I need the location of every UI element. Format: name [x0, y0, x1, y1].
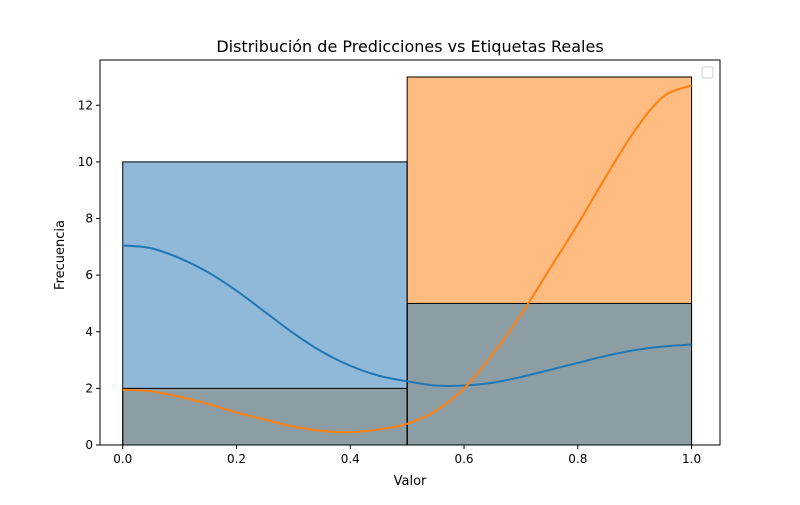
bars-layer [122, 76, 693, 446]
y-tick-label: 4 [85, 325, 93, 339]
chart-title: Distribución de Predicciones vs Etiqueta… [216, 37, 603, 56]
legend-box [701, 66, 714, 79]
bar-series-1-bin-1 [122, 161, 408, 389]
bar-series-2-bin-2 [407, 76, 692, 304]
kde-line-series-2 [122, 84, 692, 434]
x-tick-label: 0.0 [113, 452, 132, 466]
y-axis-label: Frecuencia [53, 220, 68, 290]
kde-layer [122, 84, 692, 434]
y-tick-label: 6 [85, 268, 93, 282]
y-tick-label: 10 [78, 155, 93, 169]
y-tick-label: 8 [85, 212, 93, 226]
y-tick-label: 12 [78, 98, 93, 112]
plot-area-frame [99, 59, 721, 446]
y-tick-label: 0 [85, 438, 93, 452]
bar-overlap-bin-2 [407, 303, 692, 445]
x-tick-label: 0.6 [454, 452, 473, 466]
y-tick-label: 2 [85, 381, 93, 395]
x-axis: 0.0 0.2 0.4 0.6 0.8 1.0 [113, 445, 701, 466]
x-tick-label: 1.0 [682, 452, 701, 466]
x-tick-label: 0.8 [568, 452, 587, 466]
bar-overlap-bin-1 [122, 388, 408, 445]
x-axis-label: Valor [394, 474, 427, 489]
y-axis: 0 2 4 6 8 10 12 [78, 98, 100, 452]
x-tick-label: 0.2 [227, 452, 246, 466]
x-tick-label: 0.4 [341, 452, 360, 466]
kde-line-series-1 [122, 244, 692, 387]
